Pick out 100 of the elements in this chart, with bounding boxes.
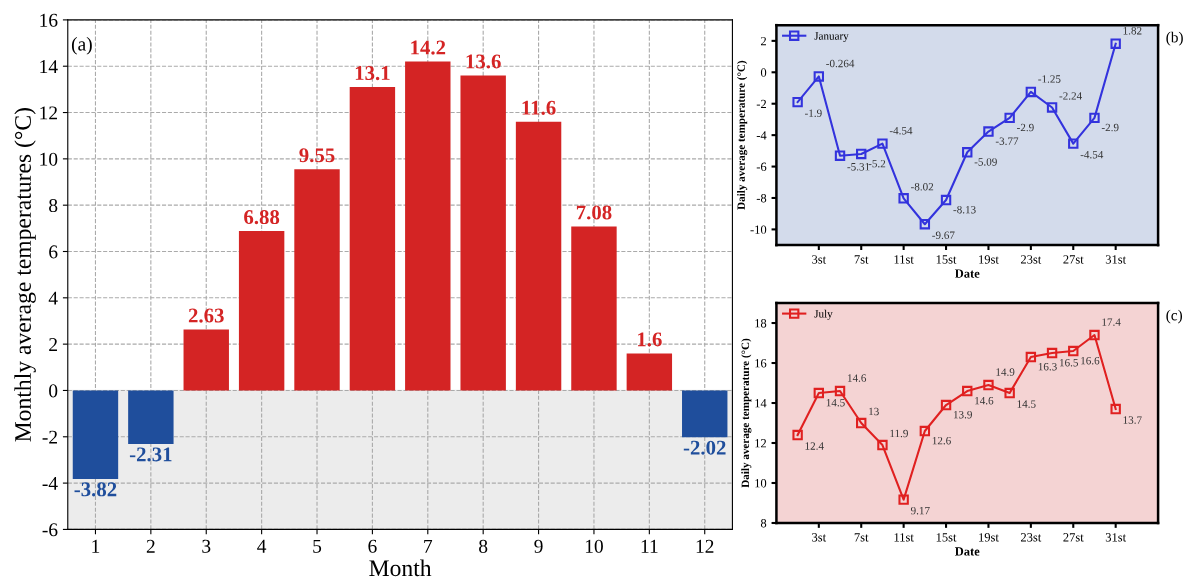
x-axis-title: Date [954,269,980,278]
y-tick-label: -6 [756,162,767,172]
point [1046,347,1058,359]
data-label: -3.82 [74,482,117,497]
point [940,194,952,206]
point [1004,387,1015,399]
data-label: -5.31 [847,163,870,171]
text: (c) [1166,309,1182,324]
y-tick-label: 2 [760,36,767,46]
y-tick-label: 8 [49,198,58,213]
data-label: 7.08 [576,205,612,220]
x-tick-label: 11st [894,533,914,542]
y-tick-label: 4 [48,291,58,305]
point [962,147,973,158]
point [856,417,867,429]
y-tick-label: -2 [42,430,57,444]
x-tick-label: 11st [894,255,914,264]
x-tick-label: 27st [1063,255,1084,264]
data-label: 11.9 [890,429,908,438]
y-tick-label: 0 [760,68,767,77]
data-label: 13.9 [953,410,972,419]
data-label: 1.82 [1123,26,1142,35]
point [856,148,867,160]
data-label: -3.77 [995,137,1019,145]
text: (b) [1166,31,1183,46]
data-label: 2.63 [188,308,224,323]
bar [626,353,673,391]
data-label: 13 [869,407,879,416]
x-tick-label: 2 [146,539,155,553]
y-tick-label: 12 [755,439,767,448]
x-tick-label: 19st [979,533,999,542]
data-label: 11.6 [522,100,556,115]
x-tick-label: 9 [534,539,543,553]
point [898,494,909,505]
annotation: (a) [71,36,92,55]
y-tick-label: 14 [755,399,767,408]
data-label: -9.67 [932,231,955,240]
y-tick-label: 14 [40,60,58,73]
x-tick-label: 3st [812,533,827,542]
point [877,439,888,451]
bar [349,87,396,391]
point [983,126,994,137]
data-label: 9.17 [910,506,930,515]
data-label: 13.1 [355,66,390,81]
x-axis-title: Date [954,547,980,556]
x-tick-label: 6 [368,539,377,553]
x-tick-label: 7 [424,539,433,553]
y-tick-label: 18 [755,319,767,328]
bar [405,61,451,391]
point [1110,403,1121,415]
data-label: -1.25 [1038,75,1061,83]
data-label: 16.6 [1081,356,1100,365]
data-label: 13.6 [466,54,501,69]
bar [682,390,728,438]
point [834,150,846,161]
bar [460,75,506,391]
data-label: -2.9 [1101,123,1119,132]
point [919,425,931,437]
point [834,385,846,397]
data-label: 14.5 [1017,400,1036,408]
x-tick-label: 15st [936,533,957,542]
data-label: 14.2 [411,40,446,55]
y-tick-label: 10 [755,479,767,488]
data-label: -0.264 [826,59,855,68]
point [1089,329,1100,341]
x-tick-label: 23st [1020,255,1042,264]
y-axis-title: Daily average temperature (°C) [737,60,748,210]
point [813,387,825,399]
data-label: 14.9 [996,368,1015,376]
x-tick-label: 19st [979,255,999,264]
x-tick-label: 31st [1105,255,1127,264]
bar [515,121,562,391]
data-label: 1.6 [637,332,662,347]
y-tick-label: 8 [760,519,767,528]
point [1068,138,1079,149]
point [792,96,803,108]
y-tick-label: -2 [756,99,767,109]
bar [72,390,119,479]
y-tick-label: 16 [755,359,767,368]
y-tick-label: -4 [42,477,58,490]
x-tick-label: 7st [854,533,869,542]
x-tick-label: 11 [641,539,658,553]
point [919,219,931,230]
data-label: 6.88 [244,210,280,225]
x-tick-label: 4 [257,539,267,553]
x-tick-label: 5 [313,539,322,553]
bar [238,231,285,391]
data-label: 12.6 [932,436,951,445]
data-label: -4.54 [889,126,913,135]
bar [294,169,340,391]
data-label: -5.09 [974,158,997,166]
y-tick-label: 2 [49,338,57,351]
bar [128,390,174,444]
point [877,138,888,149]
x-tick-label: 12 [696,539,714,553]
y-tick-label: 12 [40,106,57,120]
point [1089,112,1100,124]
point [792,429,803,441]
data-label: -1.9 [804,109,822,117]
data-label: 12.4 [805,442,824,450]
